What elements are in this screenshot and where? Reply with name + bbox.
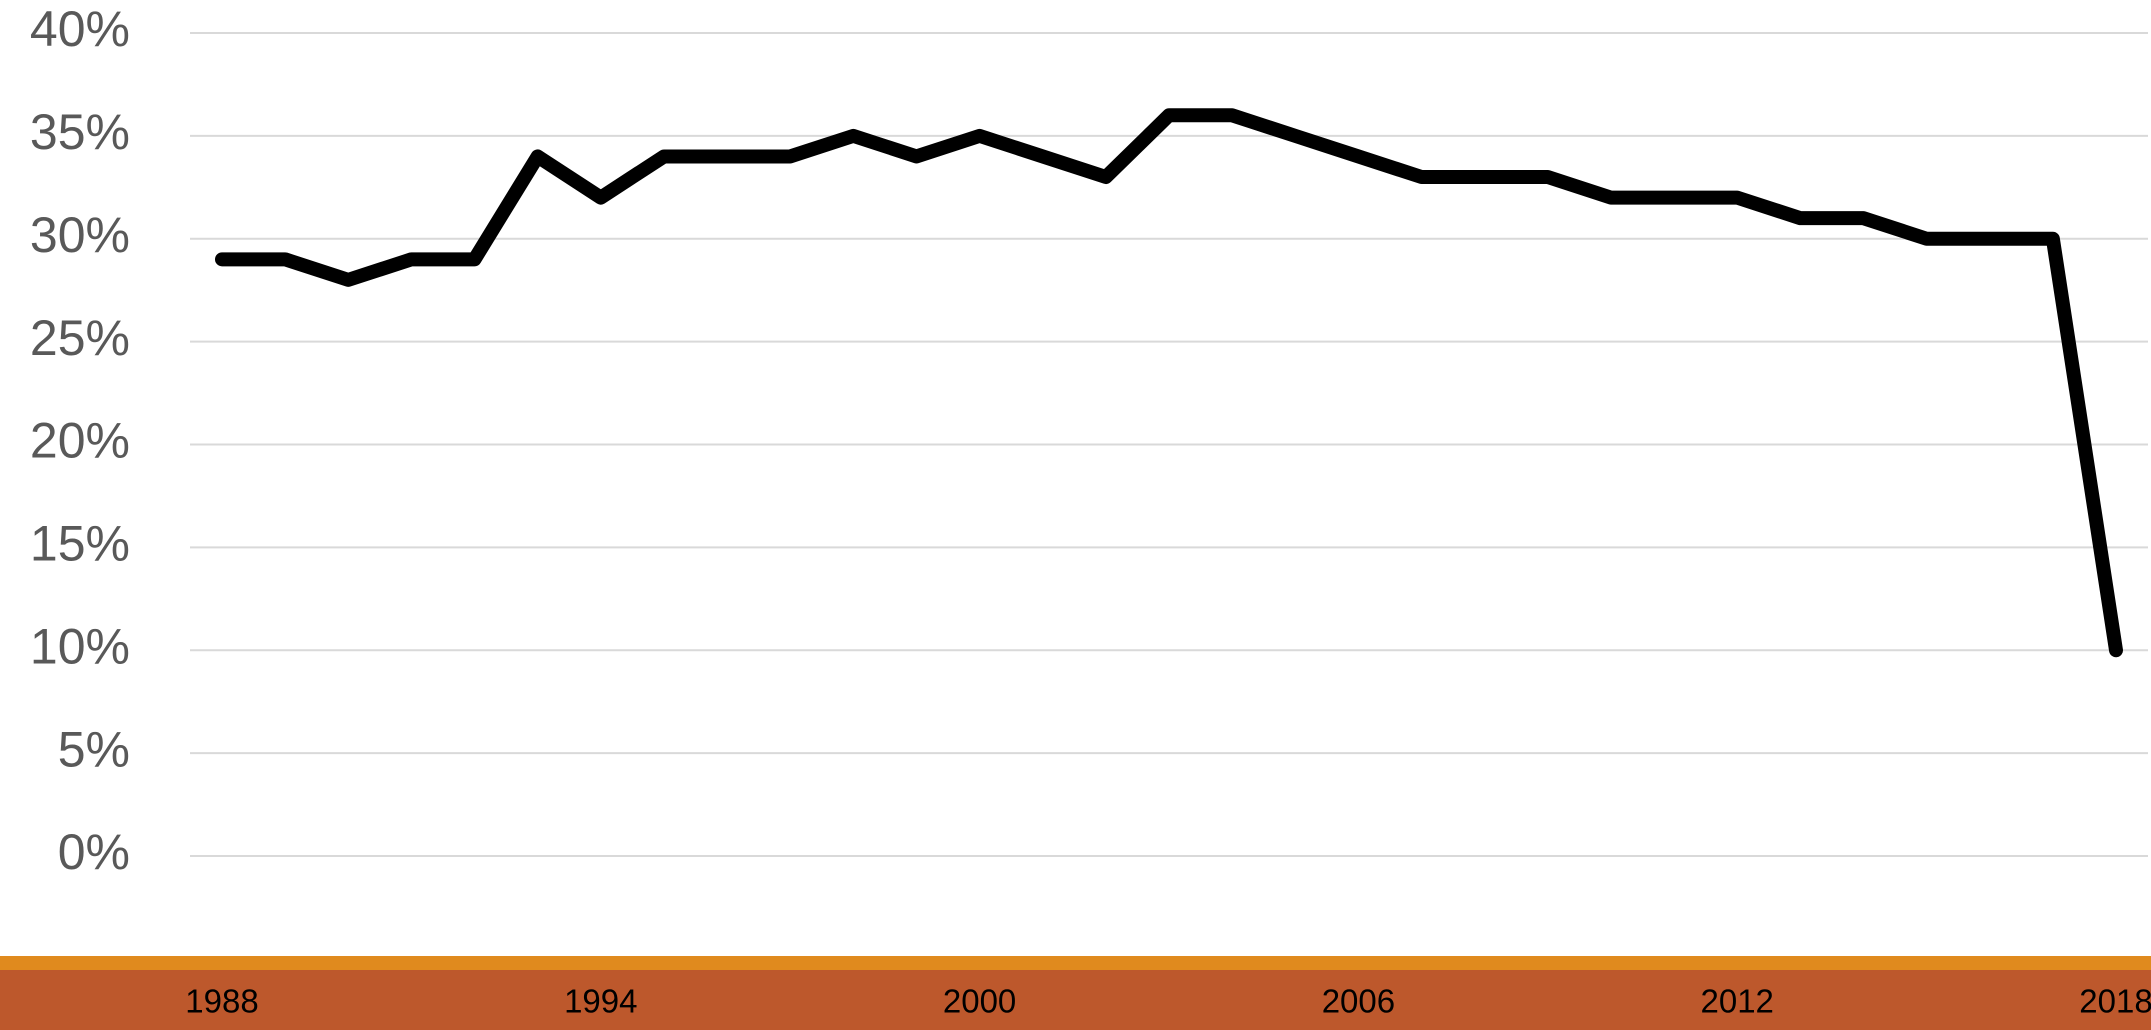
footer-band [0, 970, 2151, 1030]
footer-stripe [0, 956, 2151, 970]
y-tick-label: 20% [30, 413, 130, 469]
x-tick-label: 2000 [943, 983, 1016, 1020]
y-tick-label: 0% [58, 824, 130, 880]
x-tick-label: 1988 [185, 983, 258, 1020]
y-tick-label: 25% [30, 310, 130, 366]
y-tick-label: 15% [30, 516, 130, 572]
x-tick-label: 2018 [2079, 983, 2151, 1020]
y-tick-label: 40% [30, 1, 130, 57]
line [215, 108, 2123, 658]
x-tick-label: 2012 [1700, 983, 1773, 1020]
y-tick-label: 5% [58, 721, 130, 777]
y-tick-label: 30% [30, 207, 130, 263]
x-tick-label: 1994 [564, 983, 637, 1020]
x-tick-label: 2006 [1322, 983, 1395, 1020]
y-tick-label: 35% [30, 104, 130, 160]
y-tick-label: 10% [30, 618, 130, 674]
